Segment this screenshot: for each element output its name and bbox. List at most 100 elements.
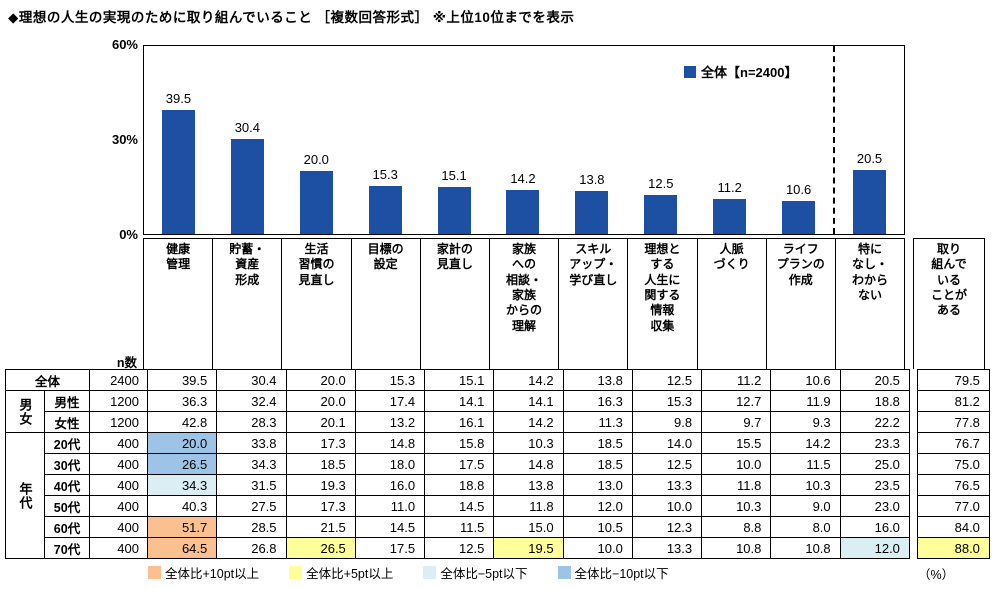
footer-legend-item: 全体比+10pt以上 <box>148 563 259 582</box>
footer-legend-label: 全体比−5pt以下 <box>440 567 528 581</box>
column-header: 家族 への 相談・ 家族 からの 理解 <box>488 239 558 369</box>
bar-column: 15.1 <box>420 46 489 234</box>
bar <box>230 138 264 234</box>
value-cell: 40.3 <box>146 495 218 517</box>
value-cell: 9.3 <box>770 411 841 433</box>
spacer-cell <box>909 496 917 517</box>
footer-legend-item: 全体比−10pt以下 <box>557 563 669 582</box>
value-cell: 12.3 <box>631 516 703 538</box>
row-label-cell: 30代 <box>44 453 90 475</box>
value-cell: 18.0 <box>354 453 426 475</box>
column-header: 特に なし・ わから ない <box>834 239 904 369</box>
value-cell: 12.0 <box>839 537 910 559</box>
y-axis-tick-30: 30% <box>111 132 138 147</box>
extra-value-cell: 81.2 <box>916 390 990 412</box>
value-cell: 14.0 <box>631 432 703 454</box>
footer-legend-item: 全体比+5pt以上 <box>289 563 393 582</box>
spacer-cell <box>909 475 917 496</box>
value-cell: 10.6 <box>770 369 841 391</box>
n-value-cell: 400 <box>89 432 148 454</box>
n-value-cell: 1200 <box>89 390 148 412</box>
value-cell: 13.0 <box>562 474 633 496</box>
n-value-cell: 400 <box>89 474 148 496</box>
extra-column-header: 取り 組んで いる ことが ある <box>913 238 985 369</box>
value-cell: 17.3 <box>285 495 356 517</box>
value-cell: 12.7 <box>701 390 772 412</box>
value-cell: 18.5 <box>562 432 633 454</box>
value-cell: 14.8 <box>354 432 426 454</box>
value-cell: 64.5 <box>146 537 218 559</box>
column-header: 理想と する 人生に 関する 情報 収集 <box>627 239 696 369</box>
column-header: 健康 管理 <box>166 242 191 272</box>
bar-value-label: 39.5 <box>165 91 192 107</box>
table-row: 50代 400 40.3 27.5 17.3 11.0 14.5 11.8 12.0 10.0 10… <box>6 495 990 517</box>
value-cell: 26.8 <box>216 537 287 559</box>
value-cell: 20.1 <box>285 411 356 433</box>
extra-value-cell: 77.0 <box>916 495 990 517</box>
footer-legend-label: 全体比−10pt以下 <box>574 567 669 581</box>
value-cell: 10.0 <box>562 537 633 559</box>
value-cell: 13.8 <box>562 369 633 391</box>
y-axis-tick-0: 0% <box>119 227 138 242</box>
row-label-cell: 男性 <box>44 390 90 412</box>
value-cell: 15.1 <box>424 369 495 391</box>
bar-column: 10.6 <box>764 46 833 234</box>
value-cell: 8.0 <box>770 516 841 538</box>
value-cell: 14.1 <box>424 390 495 412</box>
table-row: 全体 2400 39.5 30.4 20.0 15.3 15.1 14.2 13.8 12.5 11… <box>5 369 990 391</box>
n-value-cell: 2400 <box>89 369 148 391</box>
value-cell: 12.5 <box>631 453 703 475</box>
bar <box>575 190 609 234</box>
bar-value-label: 10.6 <box>785 181 812 197</box>
footer-legend-item: 全体比−5pt以下 <box>423 563 528 582</box>
spacer-cell <box>909 433 917 454</box>
bar-value-label: 20.5 <box>856 150 883 166</box>
value-cell: 10.3 <box>493 432 564 454</box>
column-header: 生活 習慣の 見直し <box>281 239 350 369</box>
n-value-cell: 400 <box>89 537 148 559</box>
value-cell: 14.8 <box>493 453 564 475</box>
value-cell: 10.3 <box>701 495 772 517</box>
bar-column: 13.8 <box>557 46 626 234</box>
table-row: 30代 400 26.5 34.3 18.5 18.0 17.5 14.8 18.5 12.5 10… <box>6 453 990 475</box>
value-cell: 20.0 <box>285 390 356 412</box>
value-cell: 14.1 <box>493 390 564 412</box>
value-cell: 36.3 <box>146 390 218 412</box>
bar-column: 11.2 <box>695 46 764 234</box>
value-cell: 11.8 <box>701 474 772 496</box>
value-cell: 16.3 <box>562 390 633 412</box>
value-cell: 32.4 <box>216 390 287 412</box>
column-header: ライフ プランの 作成 <box>765 239 835 369</box>
legend-color-swatch-icon <box>557 566 571 579</box>
footer-legend: 全体比+10pt以上 全体比+5pt以上 全体比−5pt以下 全体比−10pt以下 <box>148 563 669 582</box>
data-table-body: 全体 2400 39.5 30.4 20.0 15.3 15.1 14.2 13.8 12.5 11… <box>5 369 990 559</box>
column-header: 貯蓄・ 資産 形成 <box>212 239 281 369</box>
value-cell: 34.3 <box>146 474 218 496</box>
value-cell: 31.5 <box>216 474 287 496</box>
value-cell: 11.3 <box>562 411 633 433</box>
bar-value-label: 12.5 <box>648 175 674 191</box>
value-cell: 33.8 <box>216 432 287 454</box>
value-cell: 26.5 <box>146 453 218 475</box>
value-cell: 15.5 <box>701 432 772 454</box>
value-cell: 16.0 <box>839 516 910 538</box>
n-value-cell: 400 <box>89 495 148 517</box>
value-cell: 10.3 <box>770 474 841 496</box>
value-cell: 11.0 <box>354 495 426 517</box>
extra-value-cell: 79.5 <box>916 369 990 391</box>
column-header: 家計の 見直し <box>419 239 489 369</box>
value-cell: 14.2 <box>770 432 841 454</box>
value-cell: 20.5 <box>839 369 910 391</box>
value-cell: 12.5 <box>631 369 703 391</box>
value-cell: 21.5 <box>285 516 356 538</box>
table-row: 40代 400 34.3 31.5 19.3 16.0 18.8 13.8 13.0 13.3 11… <box>6 474 990 496</box>
bar-value-label: 15.3 <box>372 167 398 183</box>
value-cell: 16.0 <box>354 474 426 496</box>
bar <box>506 189 540 234</box>
value-cell: 17.3 <box>285 432 356 454</box>
table-row: 年代 20代 400 20.0 33.8 17.3 14.8 15.8 10.3 18.5 14.0… <box>5 432 990 559</box>
extra-value-cell: 84.0 <box>916 516 990 538</box>
value-cell: 19.5 <box>493 537 564 559</box>
spacer-cell <box>909 454 917 475</box>
value-cell: 11.5 <box>770 453 841 475</box>
